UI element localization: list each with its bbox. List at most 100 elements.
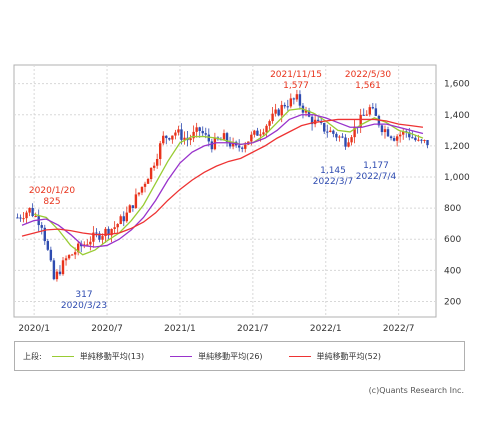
candle-body bbox=[180, 129, 183, 140]
annotation-line-1: 1,145 bbox=[320, 166, 346, 176]
candle-body bbox=[228, 142, 232, 147]
candle-body bbox=[323, 122, 326, 132]
legend-item-ma13: 単純移動平均(13) bbox=[51, 351, 145, 362]
candle-body bbox=[201, 130, 204, 134]
candle-body bbox=[353, 126, 356, 138]
candle-body bbox=[241, 147, 244, 149]
candle-body bbox=[398, 134, 402, 137]
y-tick-label: 1,600 bbox=[444, 80, 470, 90]
legend: 上段: 単純移動平均(13) 単純移動平均(26) 単純移動平均(52) bbox=[14, 341, 465, 371]
candle-body bbox=[402, 131, 405, 135]
candle-body bbox=[207, 134, 211, 142]
candle-body bbox=[332, 130, 335, 134]
y-tick-label: 200 bbox=[444, 297, 461, 307]
candle-body bbox=[253, 130, 256, 135]
candle-body bbox=[134, 194, 138, 208]
candle-body bbox=[195, 127, 198, 132]
candle-body bbox=[52, 260, 56, 280]
candle-body bbox=[210, 141, 214, 150]
candle-body bbox=[67, 255, 71, 259]
ma26-line bbox=[21, 114, 424, 248]
candle-body bbox=[155, 159, 159, 166]
candle-body bbox=[73, 252, 77, 255]
candle-body bbox=[329, 130, 332, 133]
legend-item-ma26: 単純移動平均(26) bbox=[170, 351, 263, 362]
candle-body bbox=[423, 139, 426, 141]
candle-body bbox=[274, 109, 277, 114]
x-tick-label: 2021/7 bbox=[237, 324, 269, 334]
candle-body bbox=[143, 183, 147, 187]
candle-body bbox=[22, 218, 25, 220]
candle-body bbox=[55, 271, 59, 280]
candle-body bbox=[237, 145, 241, 148]
candle-body bbox=[104, 228, 107, 237]
candle-body bbox=[307, 110, 311, 117]
annotation-line-1: 2020/1/20 bbox=[29, 186, 75, 196]
x-tick-label: 2022/1 bbox=[310, 324, 342, 334]
candle-body bbox=[344, 137, 347, 147]
candle-body bbox=[43, 227, 46, 242]
candle-body bbox=[283, 104, 286, 107]
candle-body bbox=[265, 125, 268, 133]
candle-body bbox=[280, 104, 283, 116]
y-tick-label: 800 bbox=[444, 204, 461, 214]
candle-body bbox=[383, 129, 387, 133]
candle-body bbox=[350, 137, 353, 143]
annotation-line-1: 2021/11/15 bbox=[270, 70, 322, 80]
legend-text-ma52: 単純移動平均(52) bbox=[316, 351, 381, 361]
copyright-credit: (c)Quants Research Inc. bbox=[368, 386, 464, 395]
y-tick-label: 1,400 bbox=[444, 111, 470, 121]
candle-body bbox=[95, 232, 98, 234]
candle-body bbox=[86, 244, 89, 246]
candle-body bbox=[374, 108, 378, 116]
candle-body bbox=[368, 107, 371, 115]
candle-body bbox=[140, 186, 144, 193]
candle-body bbox=[389, 136, 393, 139]
annotation-line-2: 2022/7/4 bbox=[356, 172, 397, 182]
candle-body bbox=[411, 137, 414, 139]
candle-body bbox=[316, 119, 320, 121]
annotation-line-2: 1,577 bbox=[283, 81, 309, 91]
candle-body bbox=[110, 228, 113, 236]
candle-body bbox=[262, 132, 265, 135]
legend-label: 上段: bbox=[23, 351, 42, 361]
candle-body bbox=[286, 106, 289, 108]
candle-body bbox=[101, 236, 104, 240]
x-tick-label: 2020/7 bbox=[91, 324, 123, 334]
candle-body bbox=[98, 233, 101, 240]
candle-body bbox=[165, 135, 168, 139]
candle-body bbox=[58, 271, 62, 275]
candle-body bbox=[417, 139, 420, 141]
y-tick-label: 1,000 bbox=[444, 173, 470, 183]
candle-body bbox=[122, 216, 125, 222]
plot-frame bbox=[13, 64, 437, 318]
candle-body bbox=[19, 217, 22, 219]
candle-body bbox=[386, 129, 390, 137]
annotation-line-2: 2020/3/23 bbox=[61, 301, 107, 311]
legend-text-ma13: 単純移動平均(13) bbox=[79, 351, 145, 361]
candle-body bbox=[31, 207, 34, 217]
candle-body bbox=[174, 132, 177, 136]
candle-body bbox=[298, 94, 302, 106]
candle-body bbox=[159, 143, 162, 160]
candle-body bbox=[347, 142, 350, 147]
candle-body bbox=[116, 224, 119, 228]
candle-body bbox=[189, 138, 192, 141]
candle-body bbox=[125, 212, 128, 222]
candle-body bbox=[256, 130, 259, 136]
candle-body bbox=[152, 165, 156, 168]
candle-body bbox=[310, 116, 314, 125]
candle-body bbox=[119, 216, 122, 225]
candle-body bbox=[70, 254, 74, 256]
candle-body bbox=[137, 192, 141, 195]
candle-body bbox=[408, 132, 411, 138]
candle-body bbox=[168, 138, 171, 140]
candle-body bbox=[371, 107, 375, 109]
annotation-line-1: 317 bbox=[75, 290, 92, 300]
legend-item-ma52: 単純移動平均(52) bbox=[288, 351, 381, 362]
candle-body bbox=[61, 260, 65, 275]
candle-body bbox=[225, 133, 229, 143]
candle-body bbox=[92, 232, 95, 242]
y-tick-label: 600 bbox=[444, 235, 461, 245]
candle-body bbox=[16, 217, 19, 219]
